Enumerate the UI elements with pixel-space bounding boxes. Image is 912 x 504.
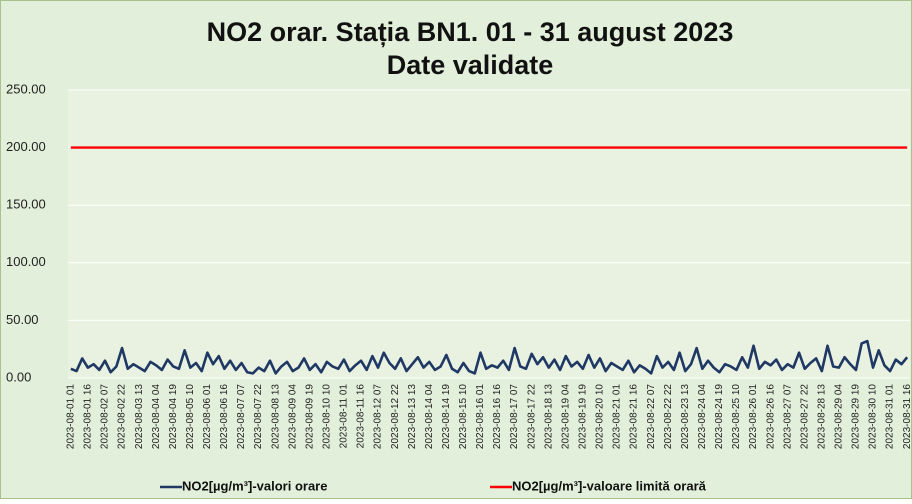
x-tick-label: 2023-08-04 19 bbox=[168, 384, 179, 449]
x-tick-label: 2023-08-11 01 bbox=[339, 384, 350, 449]
x-tick-label: 2023-08-12 22 bbox=[390, 384, 401, 449]
x-tick-label: 2023-08-09 04 bbox=[287, 384, 298, 449]
x-tick-label: 2023-08-29 04 bbox=[834, 384, 845, 449]
x-tick-label: 2023-08-19 04 bbox=[560, 384, 571, 449]
x-tick-label: 2023-08-24 04 bbox=[697, 384, 708, 449]
x-tick-label: 2023-08-17 22 bbox=[526, 384, 537, 449]
x-tick-label: 2023-08-27 22 bbox=[799, 384, 810, 449]
x-tick-label: 2023-08-15 10 bbox=[458, 384, 469, 449]
x-tick-label: 2023-08-27 07 bbox=[782, 384, 793, 449]
x-tick-label: 2023-08-06 01 bbox=[202, 384, 213, 449]
x-tick-label: 2023-08-20 10 bbox=[595, 384, 606, 449]
x-tick-label: 2023-08-02 22 bbox=[117, 384, 128, 449]
x-tick-label: 2023-08-22 07 bbox=[646, 384, 657, 449]
legend-label: NO2[µg/m³]-valori orare bbox=[182, 478, 327, 493]
x-tick-label: 2023-08-26 01 bbox=[748, 384, 759, 449]
x-tick-label: 2023-08-06 16 bbox=[219, 384, 230, 449]
y-tick-label: 200.00 bbox=[6, 139, 46, 154]
x-tick-label: 2023-08-14 19 bbox=[441, 384, 452, 449]
x-tick-label: 2023-08-09 19 bbox=[304, 384, 315, 449]
x-tick-label: 2023-08-21 01 bbox=[612, 384, 623, 449]
x-tick-label: 2023-08-01 01 bbox=[65, 384, 76, 449]
data-line bbox=[70, 339, 909, 375]
x-tick-label: 2023-08-10 10 bbox=[321, 384, 332, 449]
x-tick-label: 2023-08-31 01 bbox=[885, 384, 896, 449]
x-tick-label: 2023-08-16 01 bbox=[475, 384, 486, 449]
y-tick-label: 100.00 bbox=[6, 254, 46, 269]
x-tick-label: 2023-08-25 10 bbox=[731, 384, 742, 449]
y-tick-label: 50.00 bbox=[6, 312, 39, 327]
plot-area bbox=[68, 90, 910, 378]
x-tick-label: 2023-08-11 16 bbox=[356, 384, 367, 449]
x-tick-label: 2023-08-16 16 bbox=[492, 384, 503, 449]
x-tick-label: 2023-08-28 13 bbox=[816, 384, 827, 449]
legend-label: NO2[µg/m³]-valoare limită orară bbox=[512, 478, 707, 493]
x-tick-label: 2023-08-13 13 bbox=[407, 384, 418, 449]
x-tick-label: 2023-08-23 13 bbox=[680, 384, 691, 449]
x-tick-label: 2023-08-04 04 bbox=[151, 384, 162, 449]
x-tick-label: 2023-08-14 04 bbox=[424, 384, 435, 449]
y-tick-label: 250.00 bbox=[6, 81, 46, 96]
x-tick-label: 2023-08-17 07 bbox=[509, 384, 520, 449]
x-tick-label: 2023-08-03 13 bbox=[134, 384, 145, 449]
chart-subtitle: Date validate bbox=[387, 50, 554, 80]
x-tick-label: 2023-08-05 10 bbox=[185, 384, 196, 449]
x-tick-label: 2023-08-07 07 bbox=[236, 384, 247, 449]
x-tick-label: 2023-08-07 22 bbox=[253, 384, 264, 449]
x-tick-label: 2023-08-12 07 bbox=[373, 384, 384, 449]
x-tick-label: 2023-08-18 13 bbox=[543, 384, 554, 449]
x-tick-label: 2023-08-21 16 bbox=[629, 384, 640, 449]
x-tick-label: 2023-08-22 22 bbox=[663, 384, 674, 449]
x-tick-label: 2023-08-26 16 bbox=[765, 384, 776, 449]
y-tick-label: 150.00 bbox=[6, 197, 46, 212]
x-tick-label: 2023-08-08 13 bbox=[270, 384, 281, 449]
chart-title: NO2 orar. Stația BN1. 01 - 31 august 202… bbox=[207, 17, 734, 47]
x-tick-label: 2023-08-19 19 bbox=[578, 384, 589, 449]
x-tick-label: 2023-08-24 19 bbox=[714, 384, 725, 449]
x-tick-label: 2023-08-30 10 bbox=[868, 384, 879, 449]
x-tick-label: 2023-08-02 07 bbox=[100, 384, 111, 449]
y-tick-label: 0.00 bbox=[6, 369, 31, 384]
x-tick-label: 2023-08-29 19 bbox=[851, 384, 862, 449]
x-tick-label: 2023-08-01 16 bbox=[83, 384, 94, 449]
x-tick-label: 2023-08-31 16 bbox=[902, 384, 912, 449]
